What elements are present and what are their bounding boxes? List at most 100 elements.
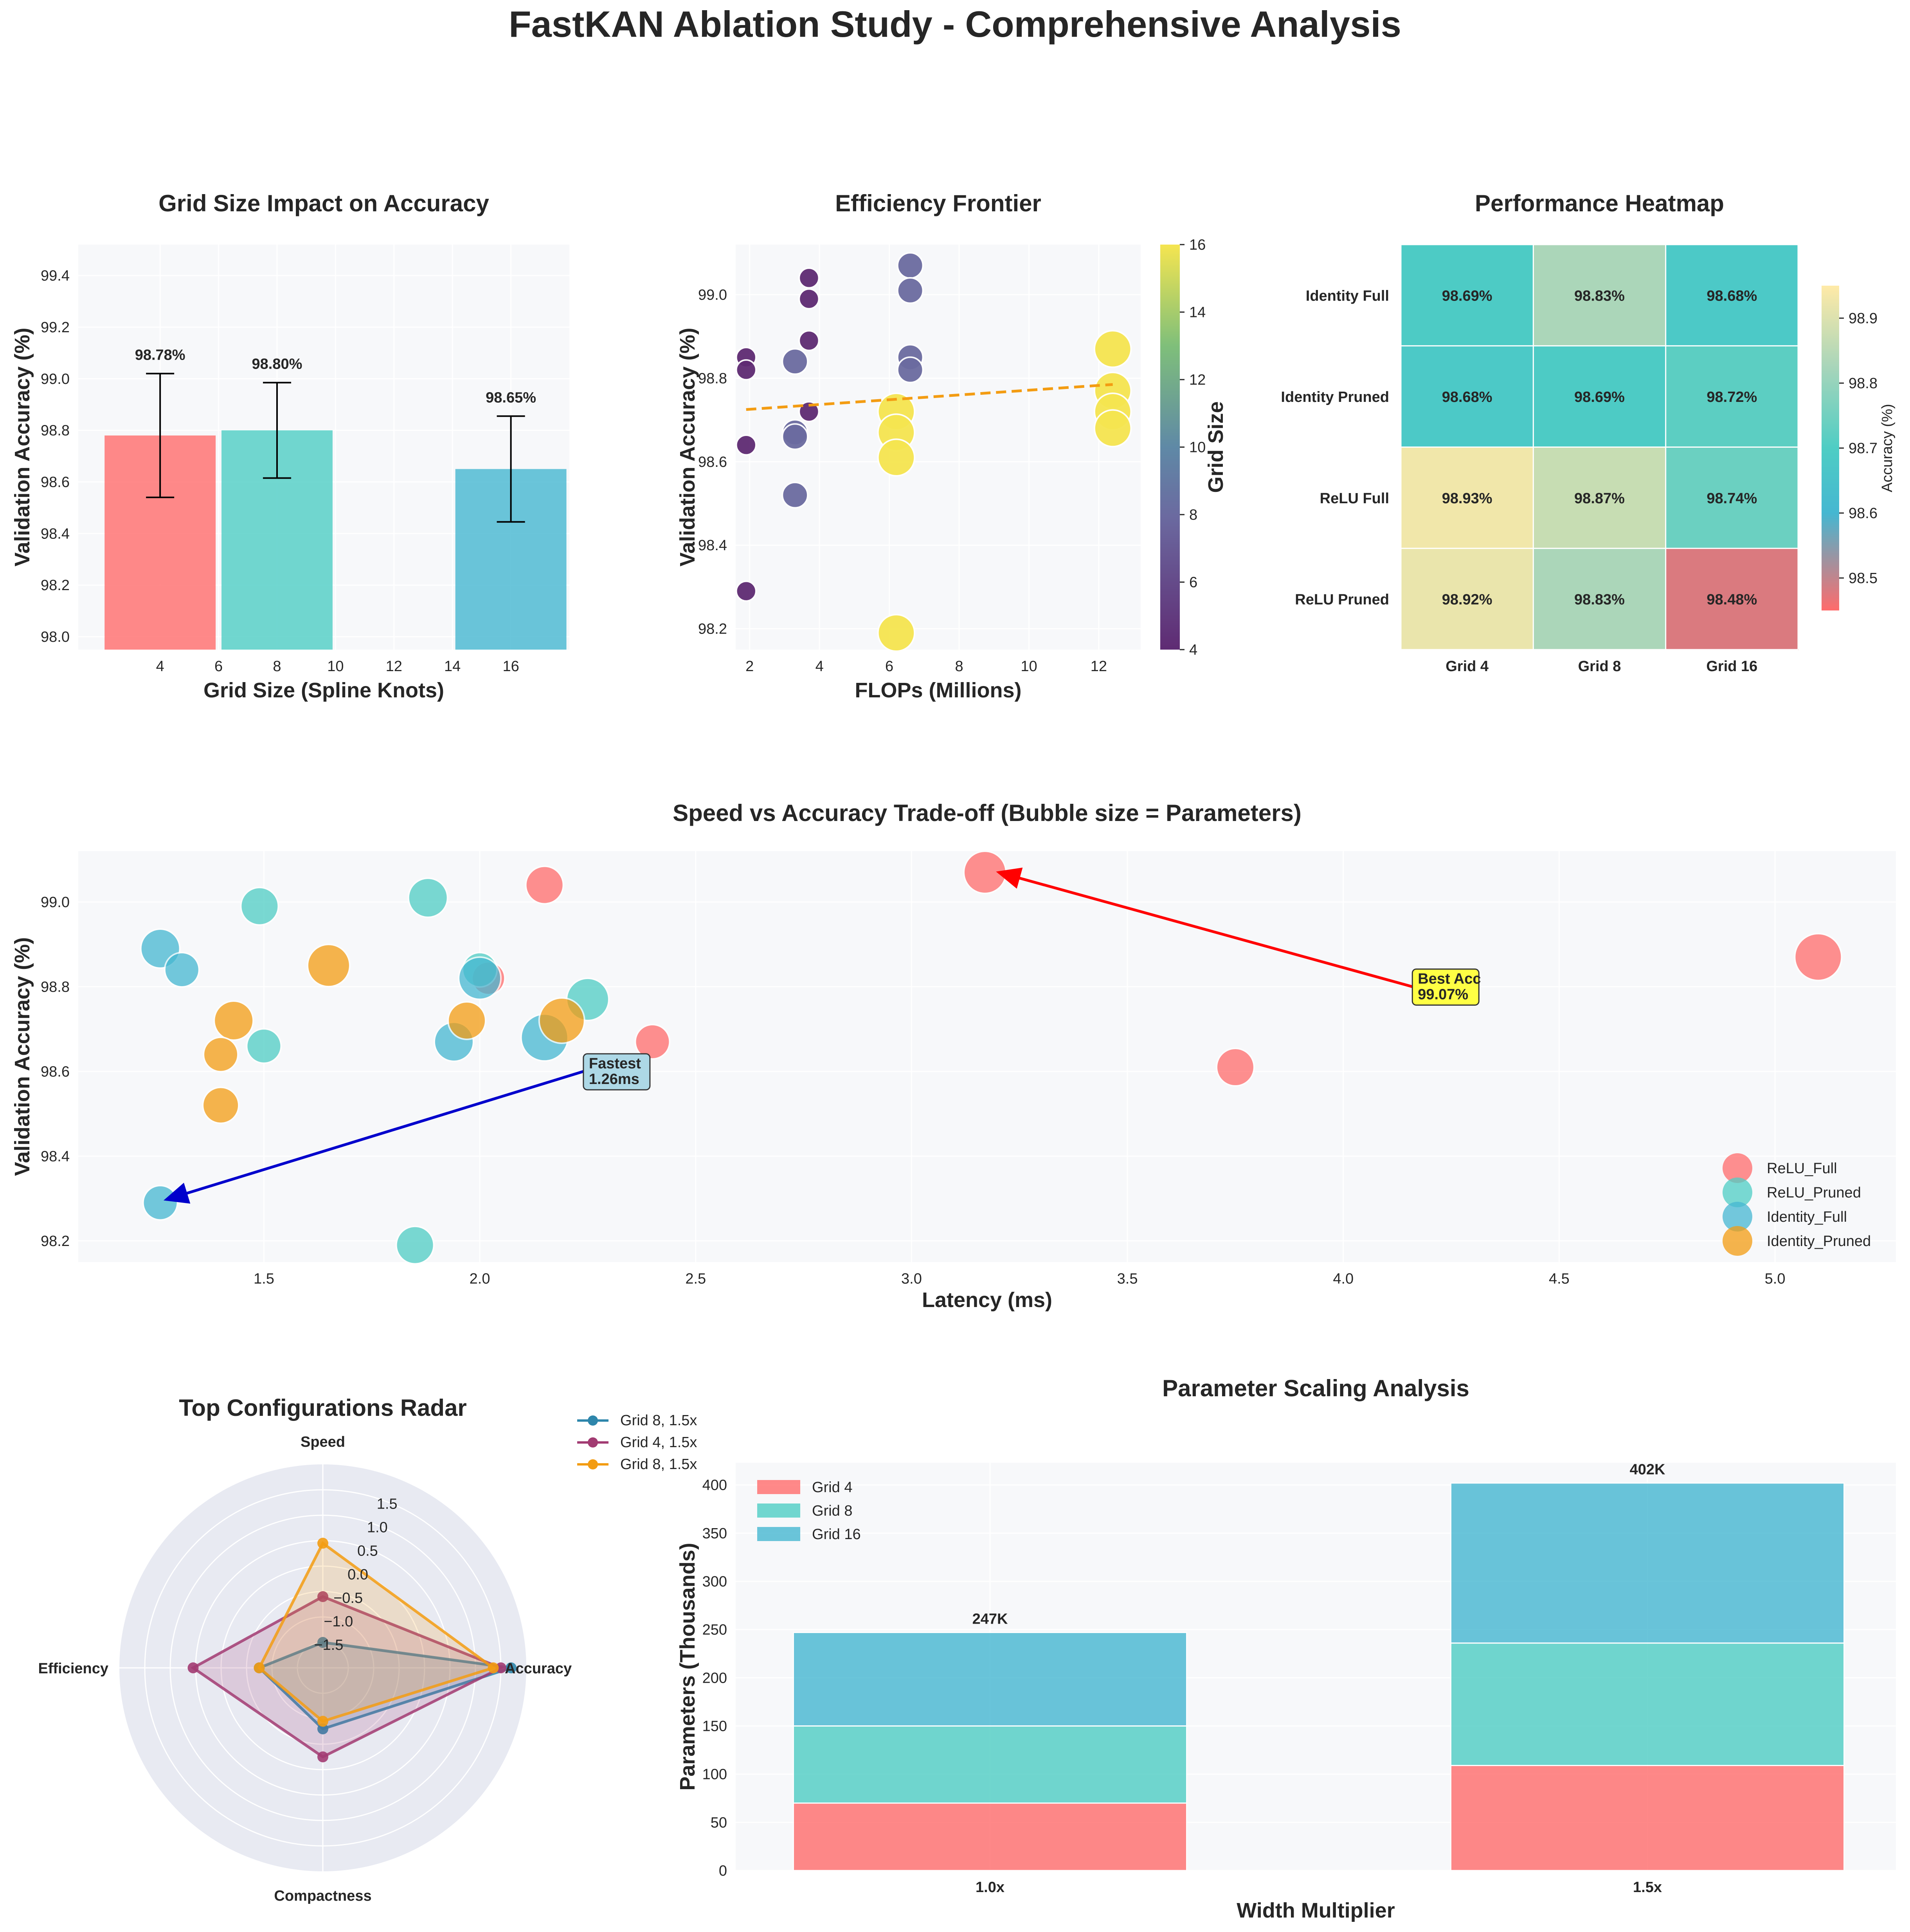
x-tick-label: 12	[386, 658, 402, 675]
colorbar-tick-label: 6	[1189, 574, 1197, 591]
heatmap-cell	[1533, 346, 1666, 448]
cell-value-label: 98.68%	[1442, 389, 1492, 405]
cell-value-label: 98.87%	[1574, 490, 1625, 507]
bubble	[142, 1185, 178, 1221]
cell-value-label: 98.68%	[1707, 288, 1757, 304]
annotation-text: 1.26ms	[589, 1071, 639, 1088]
y-tick-label: 99.0	[41, 894, 70, 911]
x-tick-label: 1.0x	[976, 1879, 1005, 1896]
colorbar-tick-label: 14	[1189, 304, 1206, 321]
radar-point	[506, 1662, 517, 1673]
annotation-arrow	[163, 1070, 584, 1204]
heatmap-cell	[1665, 548, 1798, 650]
data-label: 98.80%	[252, 356, 302, 373]
y-tick-label: 150	[702, 1718, 727, 1734]
colorbar	[1160, 245, 1180, 650]
colorbar	[1822, 286, 1839, 610]
y-tick-label: 98.2	[41, 1233, 70, 1250]
x-axis-label: Grid Size (Spline Knots)	[203, 679, 444, 702]
legend-label: Grid 16	[812, 1526, 861, 1543]
bubble	[538, 997, 585, 1044]
annotation-box	[583, 1053, 651, 1091]
annotation-box	[1411, 968, 1480, 1006]
stacked-bar-segment	[1450, 1765, 1845, 1871]
heatmap-cell	[1533, 245, 1666, 346]
x-axis-label: Latency (ms)	[922, 1288, 1052, 1312]
radar-point	[495, 1662, 506, 1673]
stacked-bar-segment	[793, 1725, 1187, 1804]
row-label: Identity Pruned	[1281, 389, 1389, 405]
total-label: 402K	[1630, 1462, 1665, 1478]
bubble	[458, 956, 502, 1000]
radial-tick-label: −0.5	[333, 1590, 363, 1606]
legend-label: Grid 8, 1.5x	[620, 1456, 697, 1473]
y-tick-label: 99.4	[41, 268, 70, 284]
bubble	[213, 1000, 254, 1041]
y-tick-label: 0	[719, 1863, 727, 1879]
colorbar-tick-label: 12	[1189, 372, 1206, 388]
legend-label: Identity_Pruned	[1767, 1233, 1871, 1250]
y-tick-label: 98.6	[698, 454, 727, 470]
axis-label-accuracy: Accuracy	[505, 1660, 572, 1677]
data-point	[1093, 330, 1132, 368]
performance-heatmap: 98.69% 98.83% 98.68% 98.68% 98.69% 98.72% 98.9…	[1281, 190, 1896, 675]
y-tick-label: 350	[702, 1525, 727, 1542]
bubble	[246, 1028, 282, 1064]
cell-value-label: 98.48%	[1707, 592, 1757, 608]
y-tick-label: 200	[702, 1670, 727, 1686]
x-tick-label: 10	[327, 658, 344, 675]
legend-marker	[588, 1437, 598, 1448]
radial-tick-label: 0.5	[357, 1543, 378, 1559]
colorbar-label: Accuracy (%)	[1879, 404, 1896, 492]
cell-value-label: 98.83%	[1574, 288, 1625, 304]
legend-label: Identity_Full	[1767, 1209, 1847, 1225]
legend-marker	[1723, 1178, 1752, 1207]
legend-swatch	[757, 1480, 800, 1494]
y-tick-label: 98.0	[41, 629, 70, 645]
y-tick-label: 98.4	[698, 537, 727, 554]
y-tick-label: 50	[711, 1815, 727, 1831]
y-tick-label: 98.4	[41, 1148, 70, 1165]
chart-title: Speed vs Accuracy Trade-off (Bubble size…	[673, 800, 1302, 826]
cell-value-label: 98.74%	[1707, 490, 1757, 507]
data-label: 98.78%	[135, 347, 185, 364]
x-tick-label: 2	[745, 658, 754, 675]
bubble	[395, 1225, 435, 1265]
y-axis-label: Parameters (Thousands)	[676, 1543, 699, 1790]
annotation-arrow	[996, 868, 1413, 988]
radar-point	[317, 1538, 328, 1549]
data-point	[798, 330, 820, 351]
legend-label: Grid 4, 1.5x	[620, 1434, 697, 1451]
bubble	[1215, 1048, 1255, 1087]
annotation-text: 99.07%	[1418, 986, 1468, 1003]
y-tick-label: 99.0	[41, 371, 70, 387]
radar-point	[254, 1662, 265, 1673]
radar-point	[317, 1751, 328, 1763]
bubble	[306, 943, 351, 988]
heatmap-cell	[1665, 346, 1798, 448]
annotation-text: Best Acc	[1418, 971, 1481, 987]
colorbar-tick-label: 98.6	[1849, 505, 1878, 522]
axis-label-compactness: Compactness	[274, 1888, 371, 1904]
y-tick-label: 400	[702, 1477, 727, 1494]
chart-title: Parameter Scaling Analysis	[1162, 1375, 1469, 1401]
chart-title: Efficiency Frontier	[835, 190, 1041, 216]
x-tick-label: 5.0	[1765, 1271, 1786, 1287]
x-tick-label: 1.5x	[1633, 1879, 1662, 1896]
x-tick-label: 3.5	[1117, 1271, 1138, 1287]
radar-point	[317, 1591, 328, 1602]
data-point	[735, 434, 757, 456]
colorbar-tick-label: 4	[1189, 642, 1197, 658]
colorbar-tick-label: 98.5	[1849, 570, 1878, 587]
colorbar-tick-label: 16	[1189, 237, 1206, 253]
legend-label: ReLU_Pruned	[1767, 1185, 1861, 1201]
data-label: 98.65%	[486, 389, 536, 406]
x-tick-label: 4	[156, 658, 164, 675]
heatmap-cell	[1401, 447, 1534, 549]
bubble	[1794, 933, 1843, 981]
colorbar-tick-label: 10	[1189, 439, 1206, 456]
heatmap-cell	[1533, 447, 1666, 549]
data-point	[798, 401, 820, 423]
heatmap-cell	[1401, 346, 1534, 448]
cell-value-label: 98.72%	[1707, 389, 1757, 405]
